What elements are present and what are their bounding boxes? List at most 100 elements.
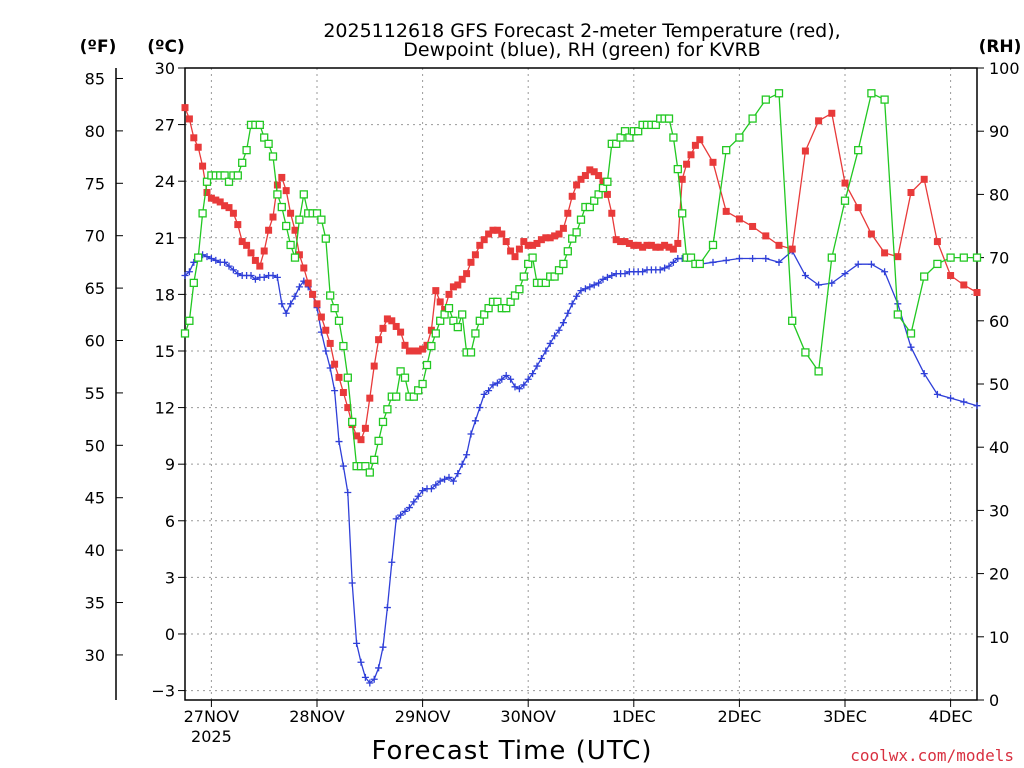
temperature-line xyxy=(184,107,978,441)
temperature-point xyxy=(383,315,391,323)
temperature-point xyxy=(551,232,559,240)
dewpoint-point xyxy=(907,343,915,351)
rh-point xyxy=(458,310,467,319)
dewpoint-point xyxy=(269,272,277,280)
rh-tick-label: 80 xyxy=(989,185,1009,204)
dewpoint-point xyxy=(463,451,471,459)
dewpoint-point xyxy=(656,266,664,274)
celsius-tick-label: 24 xyxy=(155,172,175,191)
temperature-point xyxy=(555,230,563,238)
x-axis-title: Forecast Time (UTC) xyxy=(371,736,652,766)
rh-tick-label: 90 xyxy=(989,122,1009,141)
rh-point xyxy=(431,329,440,338)
temperature-point xyxy=(586,166,594,174)
dewpoint-point xyxy=(493,379,501,387)
temperature-point xyxy=(467,258,475,266)
rh-point xyxy=(748,114,757,123)
dewpoint-point xyxy=(287,300,295,308)
dewpoint-point xyxy=(603,273,611,281)
rh-point xyxy=(286,240,295,250)
dewpoint-point xyxy=(339,462,347,470)
fahrenheit-axis: 85 80 75 70 65 60 55 50 45 40 35 30 xyxy=(85,69,123,665)
dewpoint-point xyxy=(801,272,809,280)
rh-point xyxy=(339,341,348,351)
dewpoint-point xyxy=(471,417,479,425)
dewpoint-point xyxy=(498,375,506,383)
rh-tick-label: 100 xyxy=(989,59,1020,78)
rh-point xyxy=(374,436,383,446)
temperature-point xyxy=(361,424,369,432)
temperature-point xyxy=(542,234,550,242)
rh-point xyxy=(933,259,942,269)
rh-point xyxy=(801,348,810,357)
dewpoint-point xyxy=(573,292,581,300)
temperature-point xyxy=(520,238,528,246)
temperature-point xyxy=(260,247,268,255)
rh-tick-label: 10 xyxy=(989,628,1009,647)
rh-point xyxy=(625,133,634,142)
dewpoint-point xyxy=(335,438,343,446)
dewpoint-point xyxy=(467,430,475,438)
rh-point xyxy=(972,253,982,262)
dewpoint-point xyxy=(559,319,567,327)
temperature-point xyxy=(353,432,361,440)
temperature-point xyxy=(304,279,312,287)
celsius-tick-label: 30 xyxy=(155,59,175,78)
temperature-point xyxy=(564,209,572,217)
temperature-point xyxy=(251,256,259,264)
grid-lines xyxy=(185,67,977,700)
dewpoint-point xyxy=(599,275,607,283)
celsius-tick-label: 3 xyxy=(165,568,175,587)
dewpoint-point xyxy=(947,394,955,402)
dewpoint-point xyxy=(427,485,435,493)
rh-point xyxy=(664,114,674,123)
dewpoint-point xyxy=(881,268,889,276)
temperature-point xyxy=(243,241,251,249)
rh-point xyxy=(326,291,335,300)
temperature-point xyxy=(603,190,611,198)
dewpoint-point xyxy=(533,362,541,370)
celsius-tick-label: 21 xyxy=(155,229,175,248)
dewpoint-point xyxy=(353,639,361,647)
dewpoint-point xyxy=(190,258,198,266)
celsius-tick-label: 27 xyxy=(155,116,175,135)
temperature-point xyxy=(775,241,783,249)
temperature-point xyxy=(533,239,541,247)
temperature-point xyxy=(612,236,620,244)
time-tick-label: 27NOV xyxy=(184,707,240,726)
credit-link[interactable]: coolwx.com/models xyxy=(850,746,1014,765)
rh-point xyxy=(708,240,718,250)
temperature-point xyxy=(647,241,655,249)
temperature-point xyxy=(973,289,981,297)
dewpoint-point xyxy=(709,258,717,266)
temperature-point xyxy=(656,243,664,251)
dewpoint-point xyxy=(405,504,413,512)
rh-point xyxy=(396,367,405,376)
rh-point xyxy=(506,297,515,306)
rh-point xyxy=(493,297,502,306)
temperature-point xyxy=(397,328,405,336)
rh-point xyxy=(392,392,401,401)
rh-point xyxy=(519,272,528,281)
temperature-point xyxy=(669,245,677,253)
temperature-point xyxy=(691,141,699,149)
rh-point xyxy=(268,152,278,161)
temperature-point xyxy=(414,347,422,355)
temperature-point xyxy=(295,251,303,259)
rh-point xyxy=(598,183,608,193)
rh-point xyxy=(312,209,322,218)
rh-point xyxy=(444,304,454,313)
fahrenheit-tick-label: 35 xyxy=(85,594,105,613)
dewpoint-point xyxy=(234,270,242,278)
temperature-point xyxy=(559,224,567,232)
dewpoint-point xyxy=(577,287,585,295)
rh-point xyxy=(946,253,955,262)
temperature-point xyxy=(947,272,955,280)
temperature-point xyxy=(581,172,589,180)
dewpoint-point xyxy=(247,272,255,280)
time-tick-year-label: 2025 xyxy=(191,727,232,746)
dewpoint-point xyxy=(454,470,462,478)
fahrenheit-tick-label: 80 xyxy=(85,122,105,141)
temperature-point xyxy=(568,192,576,200)
dewpoint-point xyxy=(331,387,339,395)
